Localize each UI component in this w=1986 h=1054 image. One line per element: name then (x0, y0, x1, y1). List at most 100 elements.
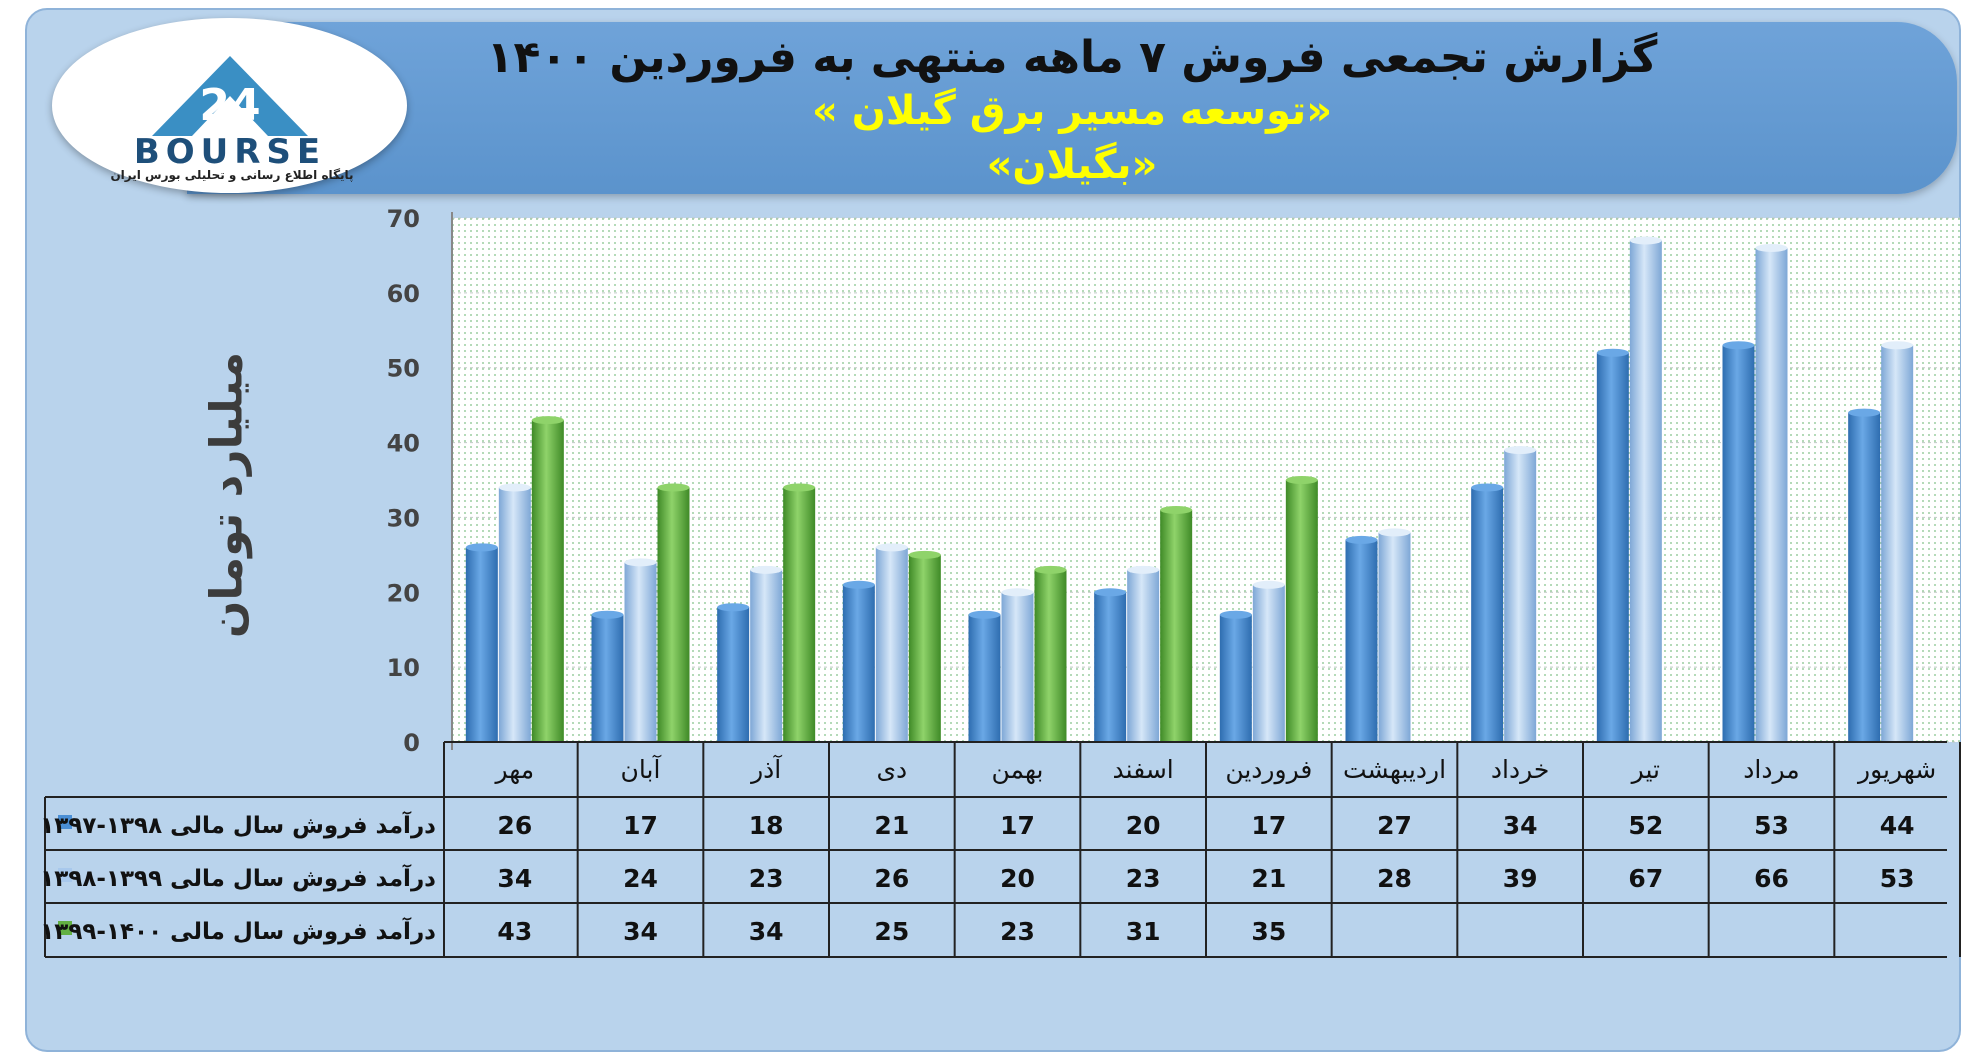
bar-cap (783, 483, 816, 492)
svg-text:24: 24 (199, 80, 260, 131)
data-value: 53 (1754, 811, 1789, 840)
y-tick-label: 60 (387, 280, 420, 308)
category-label: بهمن (992, 755, 1044, 785)
y-tick-label: 20 (387, 579, 420, 607)
bar (908, 554, 941, 742)
data-value: 23 (749, 864, 784, 893)
category-label: تیر (1630, 755, 1660, 784)
bar-cap (908, 550, 941, 559)
bar (717, 607, 750, 742)
bar-cap (750, 565, 783, 574)
bar-cap (657, 483, 690, 492)
bar (1755, 247, 1788, 742)
bar (1219, 614, 1252, 742)
bar (1881, 345, 1914, 742)
bar (591, 614, 624, 742)
data-value: 67 (1628, 864, 1663, 893)
bar (531, 420, 564, 742)
data-value: 34 (623, 917, 658, 946)
data-value: 66 (1754, 864, 1789, 893)
data-value: 43 (497, 917, 532, 946)
bar (1504, 450, 1537, 742)
bar (624, 562, 657, 742)
data-value: 17 (1000, 811, 1035, 840)
category-label: مرداد (1743, 755, 1799, 784)
bar (968, 614, 1001, 742)
company-name: «توسعه مسیر برق گیلان » (811, 88, 1333, 134)
bar-cap (531, 416, 564, 425)
data-value: 35 (1251, 917, 1286, 946)
bar (1471, 487, 1504, 742)
bar (657, 487, 690, 742)
data-value: 17 (1251, 811, 1286, 840)
bar-cap (1219, 610, 1252, 619)
logo-tagline: پایگاه اطلاع رسانی و تحلیلی بورس ایران (110, 168, 354, 182)
bar-cap (1252, 580, 1285, 589)
data-value: 28 (1377, 864, 1412, 893)
bar-cap (1504, 446, 1537, 455)
bar-cap (1378, 528, 1411, 537)
bar-cap (968, 610, 1001, 619)
bar (1722, 345, 1755, 742)
data-value: 20 (1000, 864, 1035, 893)
data-value: 21 (1251, 864, 1286, 893)
data-value: 26 (497, 811, 532, 840)
data-value: 24 (623, 864, 658, 893)
bar-cap (1629, 236, 1662, 245)
bar (842, 584, 875, 742)
bar (1252, 584, 1285, 742)
bar (1345, 539, 1378, 742)
data-value: 34 (749, 917, 784, 946)
data-value: 25 (874, 917, 909, 946)
bar (1127, 569, 1160, 742)
bar-cap (1722, 341, 1755, 350)
bar (465, 547, 498, 742)
bar (1596, 352, 1629, 742)
bar-cap (1471, 483, 1504, 492)
category-label: اسفند (1113, 755, 1174, 784)
data-value: 26 (874, 864, 909, 893)
data-value: 21 (874, 811, 909, 840)
bourse-logo: 24 BOURSE پایگاه اطلاع رسانی و تحلیلی بو… (52, 18, 407, 193)
category-label: فروردین (1225, 755, 1312, 785)
legend-swatch (58, 815, 72, 829)
category-label: اردیبهشت (1343, 755, 1446, 785)
legend-swatch (58, 921, 72, 935)
bar-cap (465, 543, 498, 552)
data-value: 23 (1126, 864, 1161, 893)
data-value: 17 (623, 811, 658, 840)
y-tick-label: 70 (387, 205, 420, 233)
bar (1001, 592, 1034, 742)
plot-area (452, 218, 1960, 742)
y-tick-label: 10 (387, 654, 420, 682)
bar-cap (1094, 588, 1127, 597)
legend-label: درآمد فروش سال مالی ۱۴۰۰-۱۳۹۹ (40, 916, 436, 945)
bar (1848, 412, 1881, 742)
chart-title: گزارش تجمعی فروش ۷ ماهه منتهی به فروردین… (486, 32, 1658, 83)
bar-cap (1881, 341, 1914, 350)
ticker-symbol: «بگیلان» (986, 142, 1158, 188)
bar-cap (1345, 535, 1378, 544)
data-value: 34 (497, 864, 532, 893)
bar-cap (1596, 348, 1629, 357)
data-value: 18 (749, 811, 784, 840)
y-tick-label: 0 (403, 729, 420, 757)
data-value: 31 (1126, 917, 1161, 946)
bar-cap (1034, 565, 1067, 574)
bar-cap (875, 543, 908, 552)
bar-cap (1127, 565, 1160, 574)
category-label: شهریور (1856, 755, 1936, 785)
data-value: 44 (1880, 811, 1915, 840)
bar-cap (591, 610, 624, 619)
bar (1094, 592, 1127, 742)
bar-cap (498, 483, 531, 492)
bar (875, 547, 908, 742)
bar (783, 487, 816, 742)
category-label: آذر (749, 754, 782, 784)
legend-label: درآمد فروش سال مالی ۱۳۹۸-۱۳۹۷ (40, 810, 436, 839)
bar-cap (717, 603, 750, 612)
bar (1378, 532, 1411, 742)
data-value: 20 (1126, 811, 1161, 840)
data-value: 34 (1503, 811, 1538, 840)
bar (498, 487, 531, 742)
